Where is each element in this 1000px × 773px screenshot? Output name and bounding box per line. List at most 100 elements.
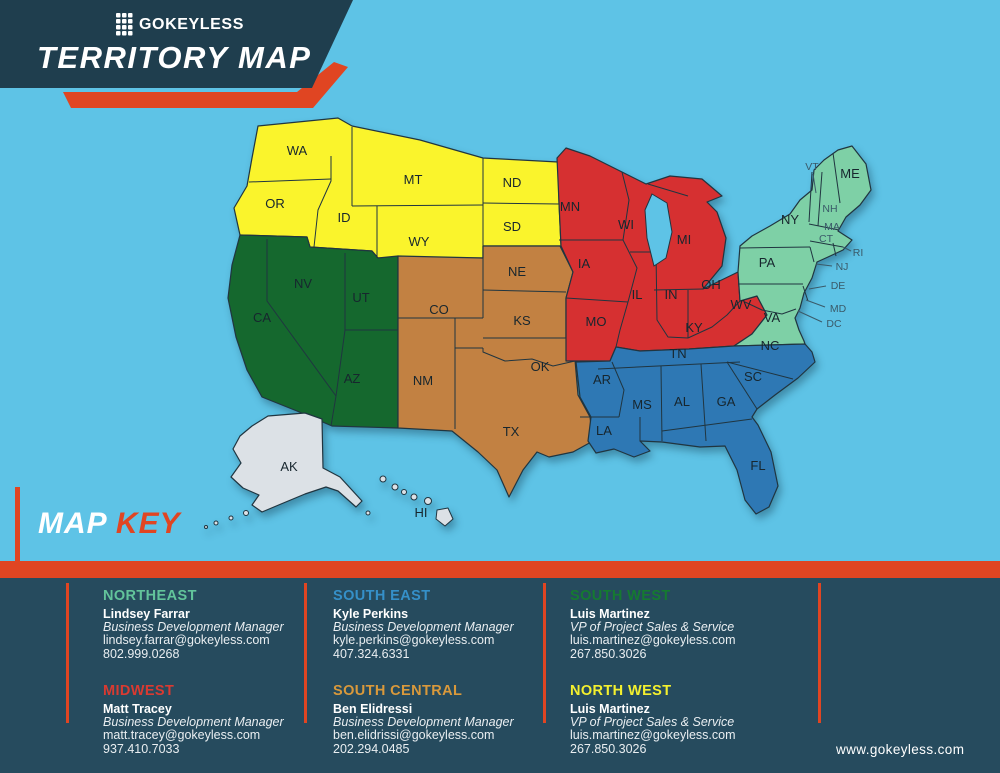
region-title: MIDWEST [103, 683, 175, 699]
state-hawaii [379, 475, 454, 527]
contact-email: luis.martinez@gokeyless.com [570, 632, 736, 647]
map-key-heading: MAP KEY [38, 507, 181, 541]
state-label-nj: NJ [836, 261, 849, 273]
contact-phone: 202.294.0485 [333, 742, 410, 757]
state-label-co: CO [429, 302, 449, 317]
state-label-va: VA [764, 310, 781, 325]
state-label-wa: WA [287, 143, 308, 158]
footer: NORTHEAST Lindsey Farrar Business Develo… [0, 578, 1000, 773]
state-label-ok: OK [531, 359, 550, 374]
state-label-ct: CT [819, 233, 834, 245]
state-label-ga: GA [717, 394, 736, 409]
state-label-me: ME [840, 166, 860, 181]
region-title: SOUTH CENTRAL [333, 683, 463, 699]
state-label-or: OR [265, 196, 285, 211]
state-label-sc: SC [744, 369, 762, 384]
brand-logo: GOKEYLESS [116, 13, 244, 36]
contact-title: Business Development Manager [103, 619, 284, 634]
state-label-la: LA [596, 423, 612, 438]
state-label-ne: NE [508, 264, 526, 279]
state-label-wy: WY [409, 234, 430, 249]
contact-name: Kyle Perkins [333, 607, 409, 621]
state-label-mt: MT [404, 172, 423, 187]
region-south-east [575, 343, 816, 515]
de-leader-line [808, 285, 827, 290]
state-alaska [230, 412, 363, 513]
contact-phone: 267.850.3026 [570, 742, 647, 757]
state-label-tx: TX [503, 424, 520, 439]
contact-card-south-east: SOUTH EAST Kyle Perkins Business Develop… [333, 588, 548, 661]
divider-1 [66, 583, 69, 723]
state-label-vt: VT [805, 161, 819, 173]
state-label-ky: KY [685, 320, 703, 335]
contact-email: ben.elidrissi@gokeyless.com [333, 727, 495, 742]
state-label-nm: NM [413, 373, 433, 388]
region-title: NORTHEAST [103, 588, 197, 604]
contact-card-midwest: MIDWEST Matt Tracey Business Development… [103, 683, 318, 756]
state-label-ks: KS [513, 313, 531, 328]
state-label-ia: IA [578, 256, 591, 271]
state-label-ms: MS [632, 397, 652, 412]
state-labels: WA OR ID MT WY ND SD CA NV UT AZ NE CO KS OK NM TX MN WI MI… [253, 143, 863, 520]
header: GOKEYLESS TERRITORY MAP [0, 0, 353, 88]
contact-card-north-west: NORTH WEST Luis Martinez VP of Project S… [570, 683, 785, 756]
divider-2 [304, 583, 307, 723]
state-label-al: AL [674, 394, 690, 409]
region-title: SOUTH WEST [570, 588, 671, 604]
state-label-nd: ND [503, 175, 522, 190]
contact-email: lindsey.farrar@gokeyless.com [103, 632, 270, 647]
contact-phone: 802.999.0268 [103, 647, 180, 662]
state-label-id: ID [338, 210, 351, 225]
vt-leader-line [812, 173, 817, 194]
state-label-nc: NC [761, 338, 780, 353]
nj-leader-line [815, 263, 833, 267]
website-url: www.gokeyless.com [836, 742, 965, 757]
state-label-ca: CA [253, 310, 271, 325]
state-label-sd: SD [503, 219, 521, 234]
state-label-fl: FL [750, 458, 765, 473]
map-key-word-key: KEY [115, 507, 181, 540]
state-label-ak: AK [280, 459, 298, 474]
contact-name: Luis Martinez [570, 702, 650, 716]
state-label-pa: PA [759, 255, 776, 270]
region-south-central [397, 245, 594, 498]
divider-3 [543, 583, 546, 723]
contact-phone: 407.324.6331 [333, 647, 410, 662]
ri-leader-line [842, 246, 852, 252]
state-label-nv: NV [294, 276, 312, 291]
page-title: TERRITORY MAP [37, 40, 312, 75]
contact-title: Business Development Manager [333, 619, 514, 634]
contact-name: Lindsey Farrar [103, 607, 190, 621]
dc-leader-line [797, 310, 823, 323]
md-leader-line [805, 299, 826, 308]
state-label-ut: UT [352, 290, 369, 305]
map-key-word-map: MAP [38, 507, 107, 540]
contact-card-south-central: SOUTH CENTRAL Ben Elidressi Business Dev… [333, 683, 548, 756]
state-label-mo: MO [586, 314, 607, 329]
state-label-tn: TN [669, 346, 686, 361]
contact-title: VP of Project Sales & Service [570, 619, 735, 634]
state-label-in: IN [665, 287, 678, 302]
state-label-md: MD [830, 303, 847, 315]
contact-phone: 937.410.7033 [103, 742, 180, 757]
state-label-nh: NH [822, 203, 837, 215]
contact-title: VP of Project Sales & Service [570, 714, 735, 729]
state-label-il: IL [632, 287, 643, 302]
state-label-ar: AR [593, 372, 611, 387]
contact-card-south-west: SOUTH WEST Luis Martinez VP of Project S… [570, 588, 785, 661]
region-title: NORTH WEST [570, 683, 672, 699]
contact-name: Ben Elidressi [333, 702, 413, 716]
state-label-hi: HI [415, 505, 428, 520]
contact-name: Matt Tracey [103, 702, 172, 716]
state-label-de: DE [831, 280, 846, 292]
state-label-wv: WV [731, 297, 752, 312]
contact-card-northeast: NORTHEAST Lindsey Farrar Business Develo… [103, 588, 318, 661]
map-key-accent-bar [15, 487, 20, 562]
region-title: SOUTH EAST [333, 588, 431, 604]
contact-title: Business Development Manager [103, 714, 284, 729]
contact-email: matt.tracey@gokeyless.com [103, 727, 261, 742]
lake-michigan [644, 193, 673, 267]
contact-title: Business Development Manager [333, 714, 514, 729]
state-label-ma: MA [824, 221, 840, 233]
